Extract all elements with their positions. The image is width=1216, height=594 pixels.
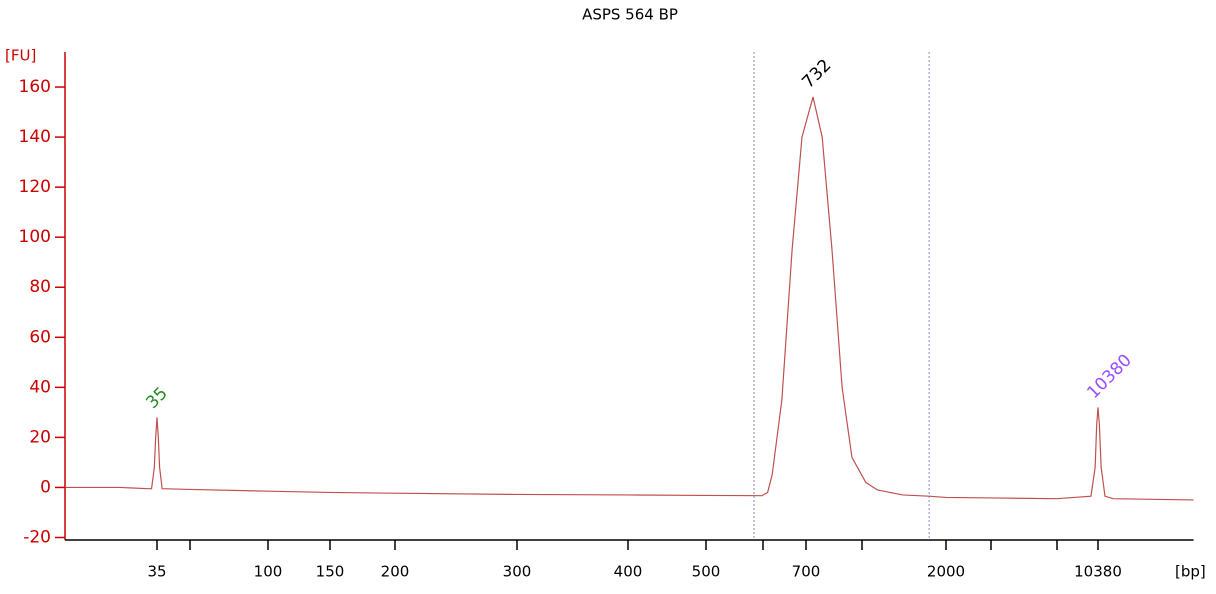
x-tick-label: 100 [254,563,283,581]
y-tick-label: 60 [29,327,51,347]
peak-label: 732 [798,55,835,92]
y-tick-label: 100 [19,227,51,247]
x-tick-label: 700 [792,563,821,581]
peak-label: 35 [142,383,171,412]
x-tick-label: 500 [692,563,721,581]
y-tick-label: 40 [29,377,51,397]
y-tick-label: 0 [40,477,51,497]
y-tick-label: -20 [23,527,51,547]
x-tick-label: 2000 [927,563,965,581]
x-axis-label: [bp] [1175,563,1206,581]
x-tick-label: 35 [147,563,166,581]
y-tick-label: 140 [19,127,51,147]
y-axis-label: [FU] [5,47,36,65]
y-tick-label: 80 [29,277,51,297]
x-tick-label: 400 [614,563,643,581]
trace [65,96,1194,501]
y-tick-label: 20 [29,427,51,447]
x-tick-label: 150 [316,563,345,581]
peak-label: 10380 [1083,351,1135,403]
x-tick-label: 200 [381,563,410,581]
y-tick-label: 120 [19,177,51,197]
x-tick-label: 300 [503,563,532,581]
x-tick-label: 10380 [1074,563,1122,581]
chart-title: ASPS 564 BP [582,6,678,24]
y-tick-label: 160 [19,77,51,97]
